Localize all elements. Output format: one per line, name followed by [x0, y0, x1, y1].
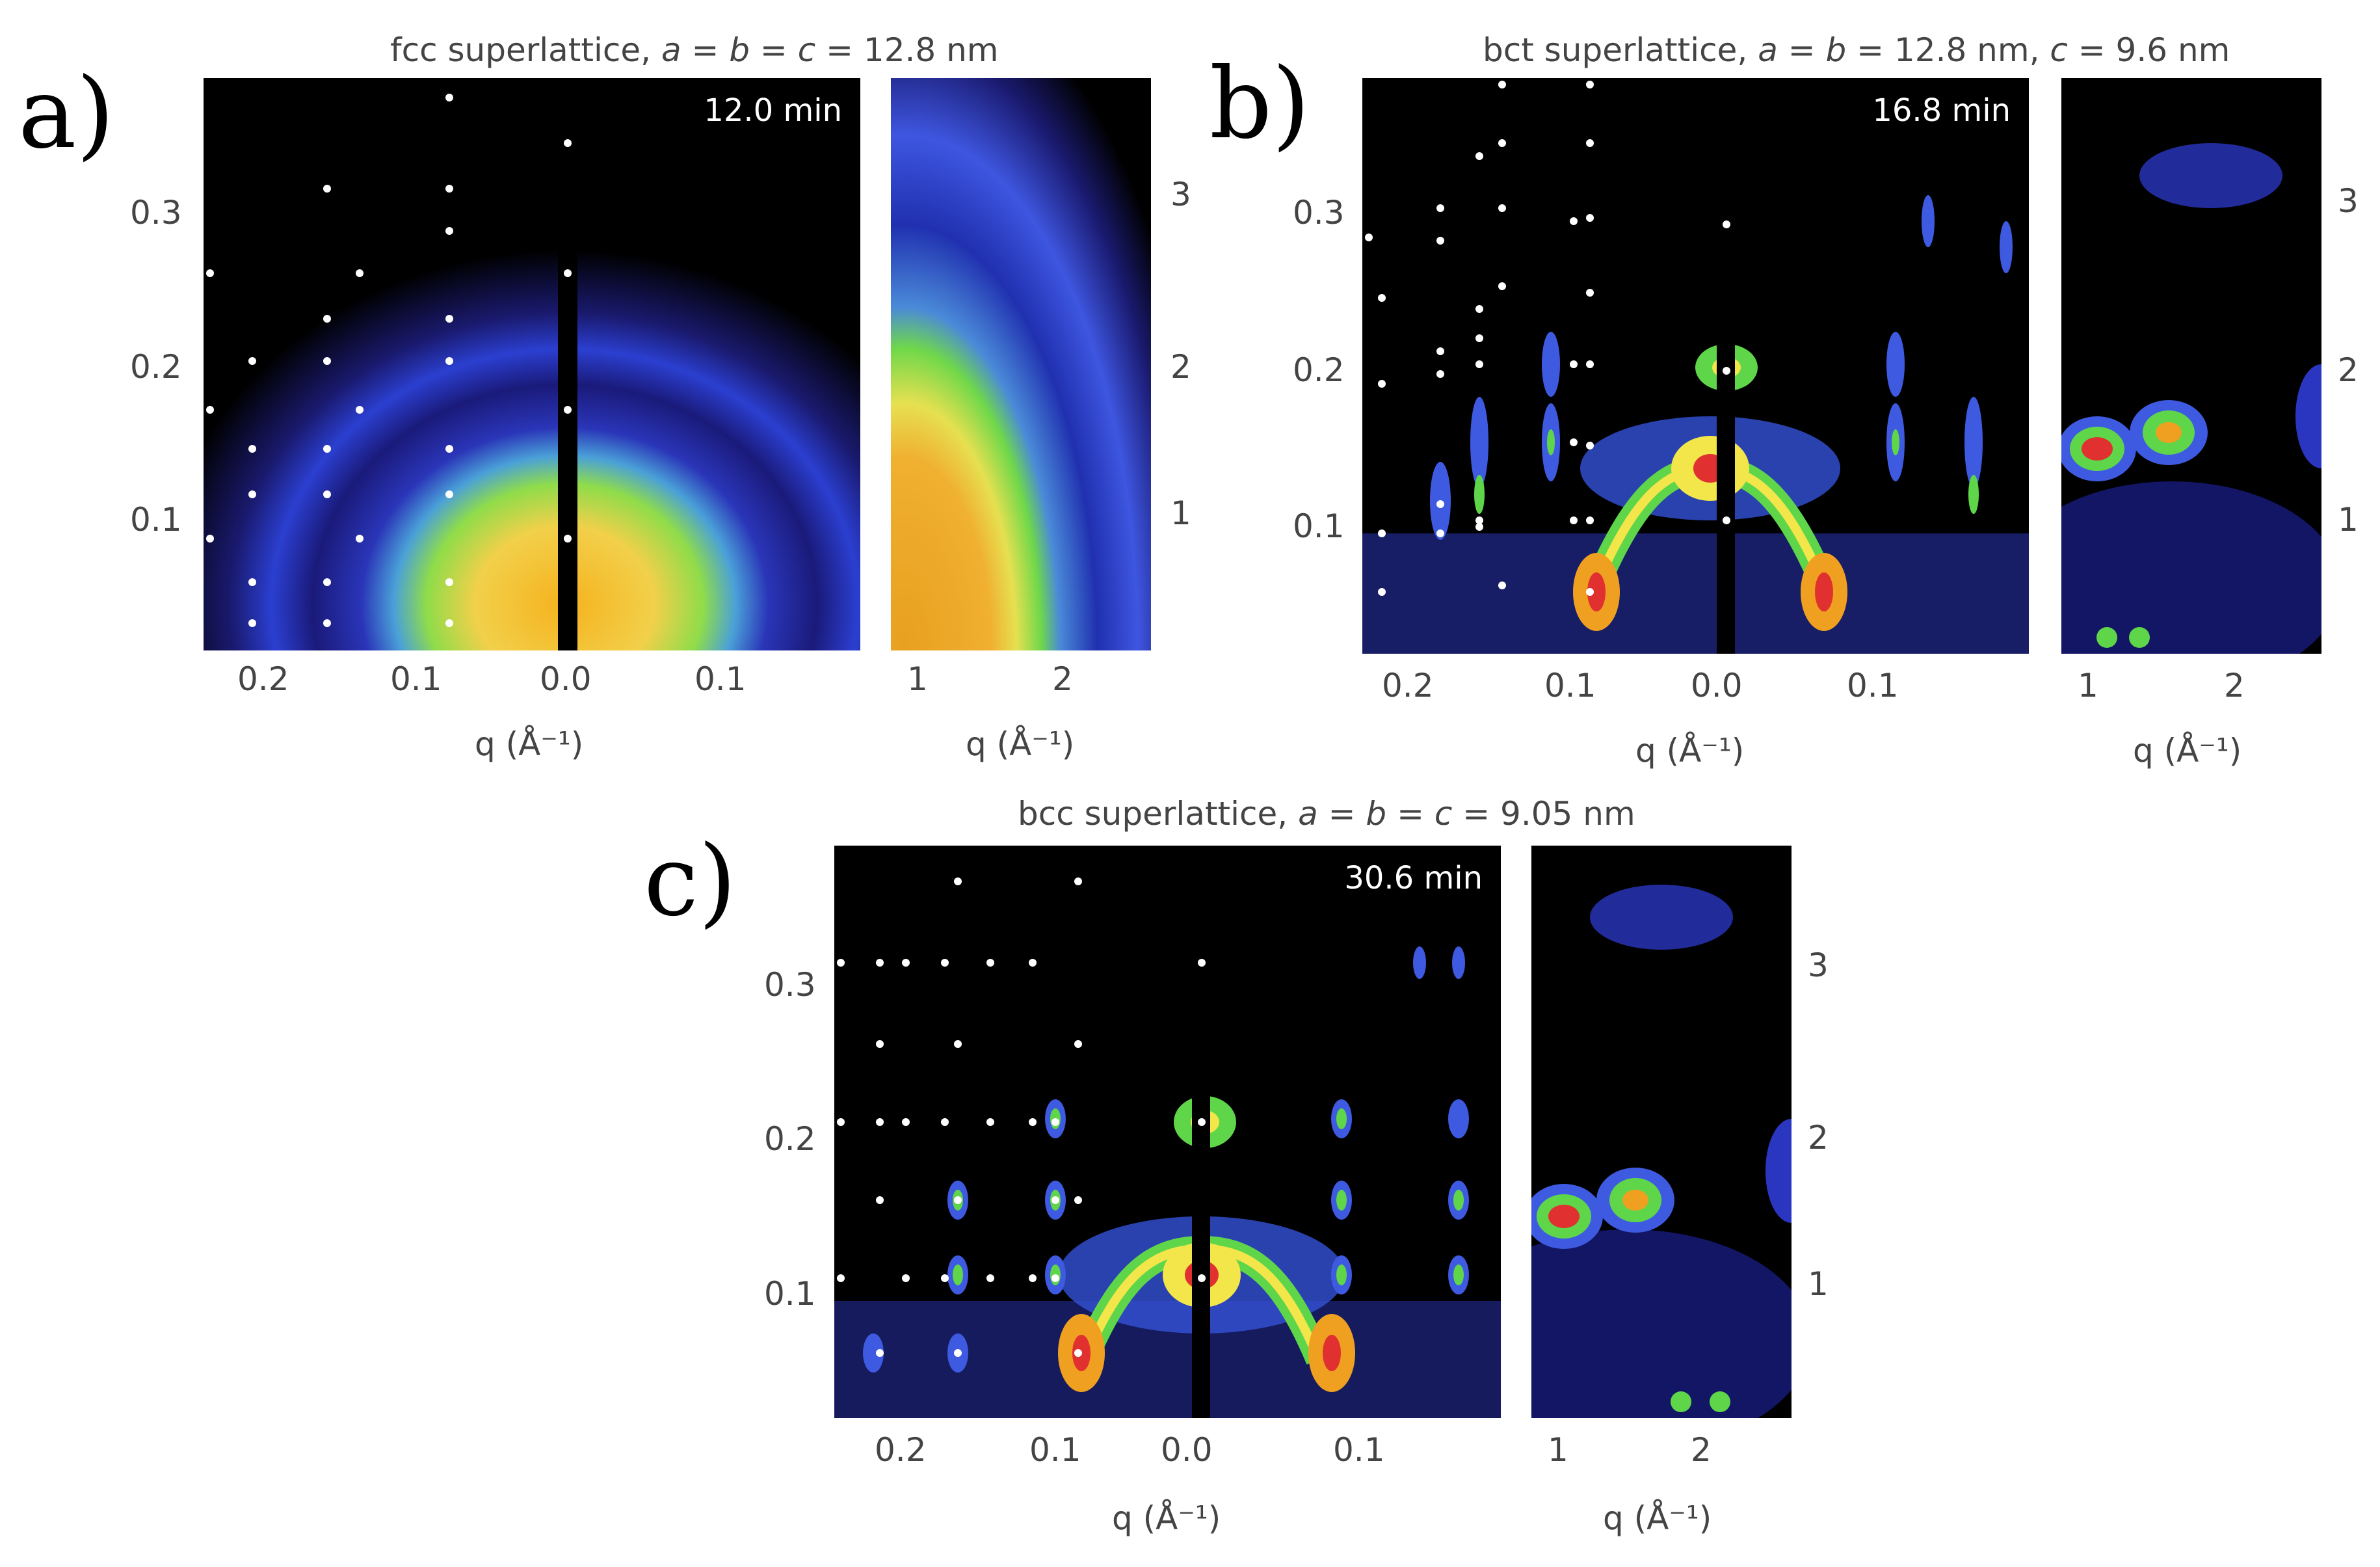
- y-tick-right: 2: [1808, 1119, 1829, 1157]
- x-tick-right: 1: [2078, 667, 2098, 704]
- y-tick-right: 3: [2338, 182, 2359, 220]
- panel-title: bct superlattice, a = b = 12.8 nm, c = 9…: [1483, 31, 2230, 69]
- time-label: 30.6 min: [1344, 860, 1483, 896]
- scattering-image-right: [891, 78, 1151, 650]
- scattering-image-left: 30.6 min: [834, 846, 1501, 1418]
- y-tick: 0.3: [1293, 194, 1345, 232]
- x-axis-label: q (Å⁻¹): [1635, 732, 1745, 770]
- y-tick: 0.3: [764, 966, 816, 1004]
- x-tick-right: 1: [907, 660, 928, 698]
- y-tick: 0.1: [764, 1275, 816, 1313]
- y-tick-right: 1: [1170, 494, 1191, 532]
- y-tick-right: 3: [1170, 176, 1191, 213]
- scattering-image-right: [1531, 846, 1792, 1418]
- x-tick: 0.1: [1029, 1431, 1081, 1469]
- y-tick: 0.1: [1293, 507, 1345, 545]
- y-tick-right: 2: [2338, 351, 2359, 389]
- scattering-image-right: [2061, 78, 2321, 654]
- panel-title: fcc superlattice, a = b = c = 12.8 nm: [390, 31, 999, 69]
- x-axis-label-right: q (Å⁻¹): [1603, 1499, 1712, 1537]
- panel-title: bcc superlattice, a = b = c = 9.05 nm: [1018, 795, 1635, 833]
- y-tick-right: 2: [1170, 348, 1191, 386]
- panel-label: a): [18, 57, 114, 170]
- x-axis-label-right: q (Å⁻¹): [2133, 732, 2242, 770]
- x-tick-right: 2: [2224, 667, 2245, 704]
- time-label: 16.8 min: [1872, 92, 2011, 129]
- x-tick: 0.1: [1847, 667, 1899, 704]
- x-tick: 0.0: [1691, 667, 1743, 704]
- x-axis-label: q (Å⁻¹): [1112, 1499, 1221, 1537]
- y-tick-right: 1: [1808, 1265, 1829, 1303]
- x-tick: 0.0: [1161, 1431, 1213, 1469]
- y-tick-right: 3: [1808, 946, 1829, 984]
- y-tick: 0.1: [130, 501, 182, 539]
- x-tick: 0.0: [540, 660, 592, 698]
- panel-label: b): [1210, 47, 1310, 161]
- x-tick: 0.2: [237, 660, 289, 698]
- time-label: 12.0 min: [704, 92, 842, 129]
- y-tick: 0.2: [1293, 351, 1345, 389]
- panel-label: c): [644, 825, 737, 938]
- x-tick-right: 2: [1691, 1431, 1712, 1469]
- x-tick: 0.1: [694, 660, 747, 698]
- y-tick: 0.2: [130, 348, 182, 386]
- x-tick: 0.2: [875, 1431, 927, 1469]
- x-tick-right: 2: [1052, 660, 1073, 698]
- y-tick: 0.2: [764, 1120, 816, 1158]
- y-tick: 0.3: [130, 194, 182, 232]
- x-tick: 0.1: [1544, 667, 1596, 704]
- y-tick-right: 1: [2338, 501, 2359, 539]
- x-axis-label-right: q (Å⁻¹): [966, 725, 1075, 763]
- x-tick-right: 1: [1548, 1431, 1568, 1469]
- x-axis-label: q (Å⁻¹): [475, 725, 584, 763]
- x-tick: 0.1: [390, 660, 442, 698]
- scattering-image-left: 16.8 min: [1362, 78, 2029, 654]
- scattering-image-left: 12.0 min: [204, 78, 860, 650]
- x-tick: 0.2: [1382, 667, 1434, 704]
- x-tick: 0.1: [1333, 1431, 1385, 1469]
